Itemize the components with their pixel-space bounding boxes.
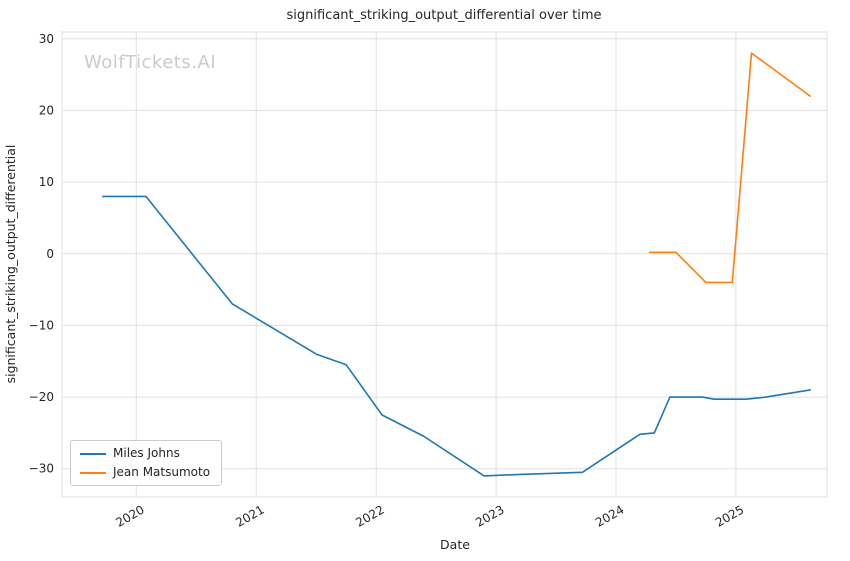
y-tick-label: −30 xyxy=(29,462,54,476)
series-line-0 xyxy=(102,195,812,477)
legend-item-jean-matsumoto: Jean Matsumoto xyxy=(80,465,211,480)
legend-label: Miles Johns xyxy=(113,446,180,460)
legend-line-swatch xyxy=(80,452,106,455)
chart-title: significant_striking_output_differential… xyxy=(287,8,602,23)
series-line-1 xyxy=(648,52,812,284)
plot-area: −30 −20 −10 0 10 20 30 2020 2021 2022 2023 2024 2025 xyxy=(29,31,828,530)
x-tick-label: 2024 xyxy=(593,502,626,529)
legend-item-miles-johns: Miles Johns xyxy=(80,446,210,460)
y-tick-label: 10 xyxy=(39,175,54,189)
plot-border xyxy=(61,31,828,498)
y-tick-label: 0 xyxy=(46,247,54,261)
y-tick-label: −20 xyxy=(29,390,54,404)
legend-line-swatch xyxy=(80,471,106,474)
watermark: WolfTickets.AI xyxy=(84,52,216,73)
x-tick-label: 2023 xyxy=(473,502,506,529)
legend-label: Jean Matsumoto xyxy=(113,465,211,480)
legend: Miles Johns Jean Matsumoto xyxy=(70,440,223,487)
y-tick-label: −10 xyxy=(29,318,54,332)
y-axis-label: significant_striking_output_differential xyxy=(3,145,18,384)
x-tick-label: 2021 xyxy=(233,502,266,529)
x-axis-label: Date xyxy=(440,537,470,552)
x-tick-label: 2020 xyxy=(113,502,146,529)
y-tick-label: 20 xyxy=(39,104,54,118)
x-tick-label: 2025 xyxy=(713,502,746,529)
y-tick-label: 30 xyxy=(39,32,54,46)
x-tick-label: 2022 xyxy=(353,502,386,529)
